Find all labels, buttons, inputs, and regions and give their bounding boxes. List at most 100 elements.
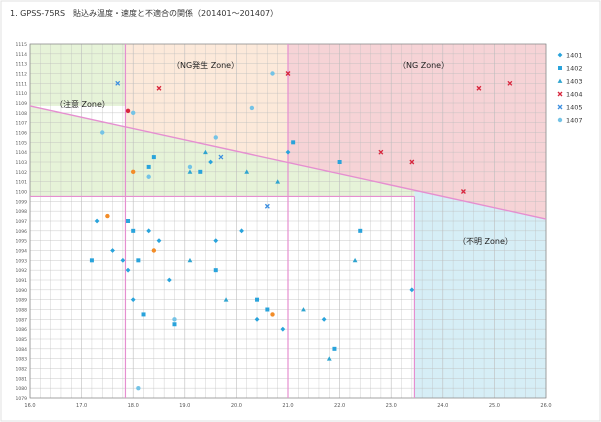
legend-label: 1403 bbox=[566, 78, 583, 86]
y-tick-label: 1109 bbox=[16, 101, 28, 107]
data-points bbox=[89, 71, 513, 391]
data-point bbox=[208, 159, 213, 165]
x-tick-label: 16.0 bbox=[24, 403, 35, 409]
y-tick-label: 1097 bbox=[16, 219, 28, 225]
page-title: 1. GPSS-75RS 貼込み温度・速度と不適合の関係（201401〜2014… bbox=[10, 9, 279, 18]
y-tick-label: 1106 bbox=[16, 131, 28, 137]
y-tick-label: 1112 bbox=[16, 72, 28, 78]
y-tick-label: 1094 bbox=[16, 249, 28, 255]
data-point bbox=[151, 155, 156, 160]
data-point bbox=[187, 164, 193, 170]
y-tick-label: 1085 bbox=[16, 337, 28, 343]
data-point bbox=[285, 149, 291, 155]
y-tick-label: 1081 bbox=[16, 376, 28, 382]
y-tick-label: 1091 bbox=[16, 278, 28, 284]
x-tick-label: 23.0 bbox=[386, 403, 397, 409]
legend-marker bbox=[557, 78, 563, 83]
y-tick-label: 1095 bbox=[16, 239, 28, 245]
data-point bbox=[460, 189, 466, 194]
y-tick-label: 1079 bbox=[16, 396, 28, 402]
zone-caution-upper bbox=[30, 44, 126, 106]
legend-marker bbox=[557, 117, 563, 123]
data-point bbox=[203, 149, 208, 155]
data-point bbox=[507, 80, 513, 86]
y-tick-label: 1101 bbox=[16, 180, 28, 186]
y-tick-label: 1090 bbox=[16, 288, 28, 294]
series-1401 bbox=[94, 149, 415, 332]
data-point bbox=[100, 130, 105, 135]
data-point bbox=[270, 71, 275, 76]
legend-item-1403: 1403 bbox=[557, 78, 583, 86]
data-point bbox=[136, 258, 141, 263]
y-tick-label: 1093 bbox=[16, 258, 28, 264]
data-point bbox=[301, 307, 306, 312]
data-point bbox=[239, 228, 244, 234]
data-point bbox=[136, 385, 141, 391]
series-1403 bbox=[187, 149, 358, 361]
legend-item-1407: 1407 bbox=[557, 117, 583, 125]
y-tick-label: 1089 bbox=[16, 298, 28, 304]
y-tick-label: 1087 bbox=[16, 317, 28, 323]
y-tick-label: 1111 bbox=[16, 81, 28, 87]
data-point bbox=[187, 169, 193, 174]
x-tick-label: 22.0 bbox=[334, 403, 345, 409]
legend: 1401 1402 1403 1404 1405 1407 bbox=[557, 52, 583, 125]
y-tick-label: 1092 bbox=[16, 268, 28, 274]
y-tick-label: 1088 bbox=[16, 308, 28, 314]
x-tick-label: 21.0 bbox=[282, 403, 293, 409]
y-tick-label: 1115 bbox=[16, 42, 28, 48]
data-point bbox=[141, 312, 146, 317]
data-point bbox=[255, 297, 260, 302]
data-point bbox=[223, 297, 229, 302]
data-point bbox=[265, 307, 270, 312]
x-tick-label: 24.0 bbox=[437, 403, 448, 409]
x-tick-label: 25.0 bbox=[489, 403, 500, 409]
data-point bbox=[115, 80, 121, 86]
data-point bbox=[89, 258, 94, 263]
series-extra-7 bbox=[125, 108, 131, 114]
data-point bbox=[285, 71, 291, 76]
boundary-lines bbox=[29, 44, 547, 398]
x-tick-label: 26.0 bbox=[540, 403, 551, 409]
y-tick-label: 1104 bbox=[16, 150, 28, 156]
data-point bbox=[409, 159, 415, 165]
series-1402 bbox=[89, 140, 363, 351]
data-point bbox=[332, 346, 337, 351]
y-tick-label: 1096 bbox=[16, 229, 28, 235]
legend-item-1402: 1402 bbox=[558, 65, 583, 73]
y-tick-label: 1108 bbox=[16, 111, 28, 117]
data-point bbox=[187, 257, 193, 263]
legend-label: 1401 bbox=[566, 52, 583, 60]
y-tick-label: 1102 bbox=[16, 170, 28, 176]
legend-item-1405: 1405 bbox=[557, 104, 583, 112]
data-point bbox=[166, 277, 172, 283]
series-1405 bbox=[115, 80, 270, 209]
y-tick-label: 1083 bbox=[16, 357, 28, 363]
data-point bbox=[130, 297, 136, 303]
data-point bbox=[146, 228, 152, 234]
data-point bbox=[270, 312, 275, 317]
y-tick-label: 1103 bbox=[16, 160, 28, 166]
y-tick-label: 1110 bbox=[16, 91, 28, 97]
legend-marker bbox=[557, 91, 563, 97]
legend-marker bbox=[558, 66, 562, 70]
data-point bbox=[280, 326, 286, 332]
legend-item-1401: 1401 bbox=[557, 52, 583, 60]
data-point bbox=[94, 218, 100, 224]
legend-item-1404: 1404 bbox=[557, 91, 583, 99]
legend-label: 1402 bbox=[566, 65, 583, 73]
y-tick-label: 1107 bbox=[16, 121, 28, 127]
y-tick-label: 1082 bbox=[16, 367, 28, 373]
zone-caution bbox=[30, 105, 415, 197]
zone-label-caution: （注意 Zone） bbox=[55, 99, 110, 109]
y-tick-label: 1105 bbox=[16, 140, 28, 146]
data-point bbox=[198, 169, 203, 174]
data-point bbox=[146, 164, 151, 169]
data-point bbox=[249, 105, 255, 111]
data-point bbox=[131, 110, 136, 116]
zone-unstable bbox=[414, 190, 546, 398]
y-tick-label: 1084 bbox=[16, 347, 28, 353]
series-extra-6 bbox=[105, 169, 275, 317]
